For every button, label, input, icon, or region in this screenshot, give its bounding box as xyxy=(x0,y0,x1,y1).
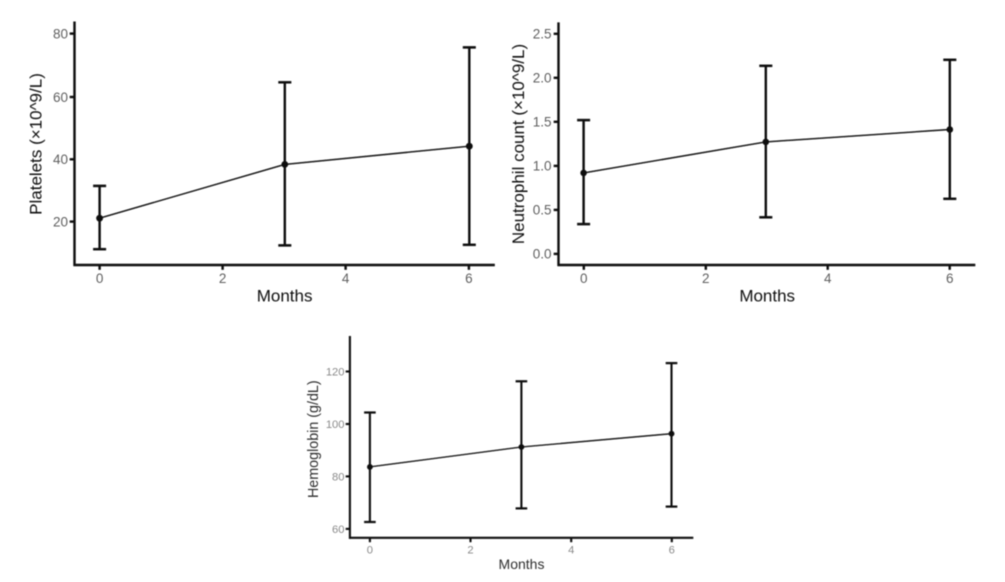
svg-text:120: 120 xyxy=(326,367,345,379)
svg-text:4: 4 xyxy=(568,545,574,557)
svg-text:20: 20 xyxy=(53,214,68,229)
svg-text:0.5: 0.5 xyxy=(533,203,552,218)
svg-text:6: 6 xyxy=(465,271,473,286)
svg-text:80: 80 xyxy=(332,471,344,483)
svg-text:Months: Months xyxy=(499,556,545,572)
svg-text:2.0: 2.0 xyxy=(533,71,552,86)
svg-text:Months: Months xyxy=(257,287,313,306)
svg-text:6: 6 xyxy=(669,545,675,557)
svg-text:Platelets (×10^9/L): Platelets (×10^9/L) xyxy=(27,73,46,215)
svg-text:Months: Months xyxy=(739,287,795,306)
svg-text:4: 4 xyxy=(342,271,350,286)
svg-text:40: 40 xyxy=(53,152,68,167)
svg-text:2: 2 xyxy=(219,271,227,286)
svg-text:6: 6 xyxy=(946,271,954,286)
svg-text:2: 2 xyxy=(702,271,710,286)
svg-text:1.5: 1.5 xyxy=(533,115,552,130)
svg-text:4: 4 xyxy=(824,271,832,286)
svg-text:100: 100 xyxy=(326,419,345,431)
svg-text:60: 60 xyxy=(53,90,68,105)
svg-text:1.0: 1.0 xyxy=(533,159,552,174)
svg-text:0.0: 0.0 xyxy=(533,247,552,262)
svg-text:0: 0 xyxy=(96,271,104,286)
svg-text:0: 0 xyxy=(580,271,588,286)
svg-text:60: 60 xyxy=(332,524,344,536)
svg-text:0: 0 xyxy=(367,545,373,557)
svg-text:80: 80 xyxy=(53,26,68,41)
svg-text:2: 2 xyxy=(467,545,473,557)
svg-text:Hemoglobin (g/dL): Hemoglobin (g/dL) xyxy=(306,380,322,498)
svg-text:Neutrophil count (×10^9/L): Neutrophil count (×10^9/L) xyxy=(509,44,528,244)
svg-text:2.5: 2.5 xyxy=(533,27,552,42)
